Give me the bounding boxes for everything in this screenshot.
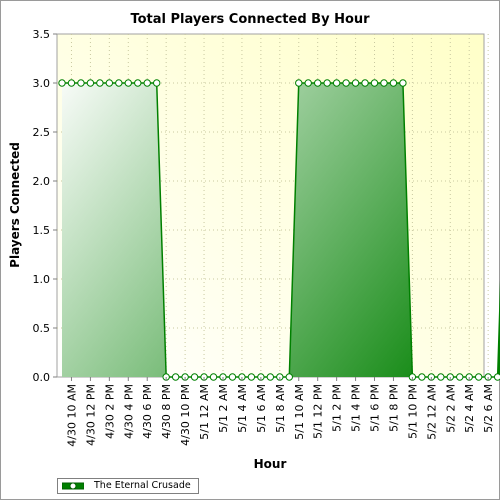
x-tick-label: 4/30 8 PM <box>160 384 173 439</box>
data-point <box>171 373 180 381</box>
data-point <box>295 79 303 87</box>
x-tick-label: 5/1 8 AM <box>274 384 287 433</box>
legend-swatch <box>62 482 84 490</box>
x-tick-label: 5/1 8 PM <box>387 384 400 432</box>
data-point <box>361 79 369 87</box>
data-point <box>474 373 483 381</box>
y-axis-title: Players Connected <box>8 142 22 268</box>
data-point <box>266 373 275 381</box>
data-point <box>105 79 114 87</box>
x-tick-label: 5/2 4 AM <box>463 384 476 433</box>
series-area <box>58 79 500 381</box>
data-point <box>209 373 218 381</box>
data-point <box>351 79 360 87</box>
data-point <box>399 79 407 87</box>
data-point <box>380 79 388 87</box>
data-point <box>153 79 161 87</box>
area-fill <box>62 83 500 377</box>
data-point <box>115 79 123 87</box>
x-tick-label: 5/2 12 AM <box>425 384 438 440</box>
x-tick-label: 5/1 6 PM <box>369 384 382 432</box>
x-tick-label: 5/1 12 AM <box>198 384 211 440</box>
data-point <box>456 373 464 381</box>
data-point <box>77 79 85 87</box>
y-tick-label: 3.5 <box>33 28 51 41</box>
data-point <box>332 79 341 87</box>
data-point <box>437 373 445 381</box>
data-point <box>247 373 256 381</box>
x-tick-label: 5/1 2 PM <box>331 384 344 432</box>
data-point <box>389 79 398 87</box>
x-tick-label: 4/30 10 PM <box>179 384 192 446</box>
legend: The Eternal Crusade <box>57 478 199 494</box>
x-tick-label: 4/30 12 PM <box>84 384 97 446</box>
x-axis-title: Hour <box>254 457 287 471</box>
data-point <box>58 79 66 87</box>
x-tick-label: 5/1 10 PM <box>406 384 419 439</box>
data-point <box>143 79 151 87</box>
data-point <box>313 79 322 87</box>
axes: 0.0 0.5 1.0 1.5 2.0 2.5 3.0 3.5 4/30 10 AM 4/30 1… <box>33 28 496 447</box>
data-point <box>228 373 237 381</box>
data-point <box>418 373 426 381</box>
x-tick-label: 5/2 2 AM <box>444 384 457 433</box>
y-tick-label: 1.5 <box>33 224 51 237</box>
y-tick-label: 2.5 <box>33 126 51 139</box>
x-tick-label: 5/1 2 AM <box>217 384 230 433</box>
x-tick-label: 5/1 6 AM <box>255 384 268 433</box>
data-point <box>67 79 76 87</box>
data-point <box>124 79 132 87</box>
data-point <box>285 373 293 381</box>
x-tick-label: 4/30 2 PM <box>103 384 116 439</box>
data-point <box>86 79 95 87</box>
y-tick-label: 0.5 <box>33 322 51 335</box>
data-point <box>190 373 199 381</box>
y-tick-label: 2.0 <box>33 175 51 188</box>
x-tick-label: 5/1 4 PM <box>350 384 363 432</box>
x-tick-label: 4/30 4 PM <box>122 384 135 439</box>
x-tick-label: 4/30 6 PM <box>141 384 154 439</box>
x-tick-label: 5/1 12 PM <box>312 384 325 439</box>
chart-title: Total Players Connected By Hour <box>130 12 370 27</box>
data-point <box>342 79 350 87</box>
data-point <box>323 79 331 87</box>
y-tick-label: 0.0 <box>33 371 51 384</box>
y-tick-label: 3.0 <box>33 77 51 90</box>
data-point <box>134 79 142 87</box>
y-tick-label: 1.0 <box>33 273 51 286</box>
legend-label: The Eternal Crusade <box>94 480 191 491</box>
x-tick-label: 5/2 6 AM <box>482 384 495 433</box>
x-tick-label: 4/30 10 AM <box>65 384 78 447</box>
x-tick-label: 5/1 4 AM <box>236 384 249 433</box>
data-point <box>96 79 104 87</box>
data-point <box>304 79 312 87</box>
x-tick-label: 5/1 10 AM <box>293 384 306 440</box>
data-point <box>370 79 379 87</box>
data-point <box>493 373 500 381</box>
